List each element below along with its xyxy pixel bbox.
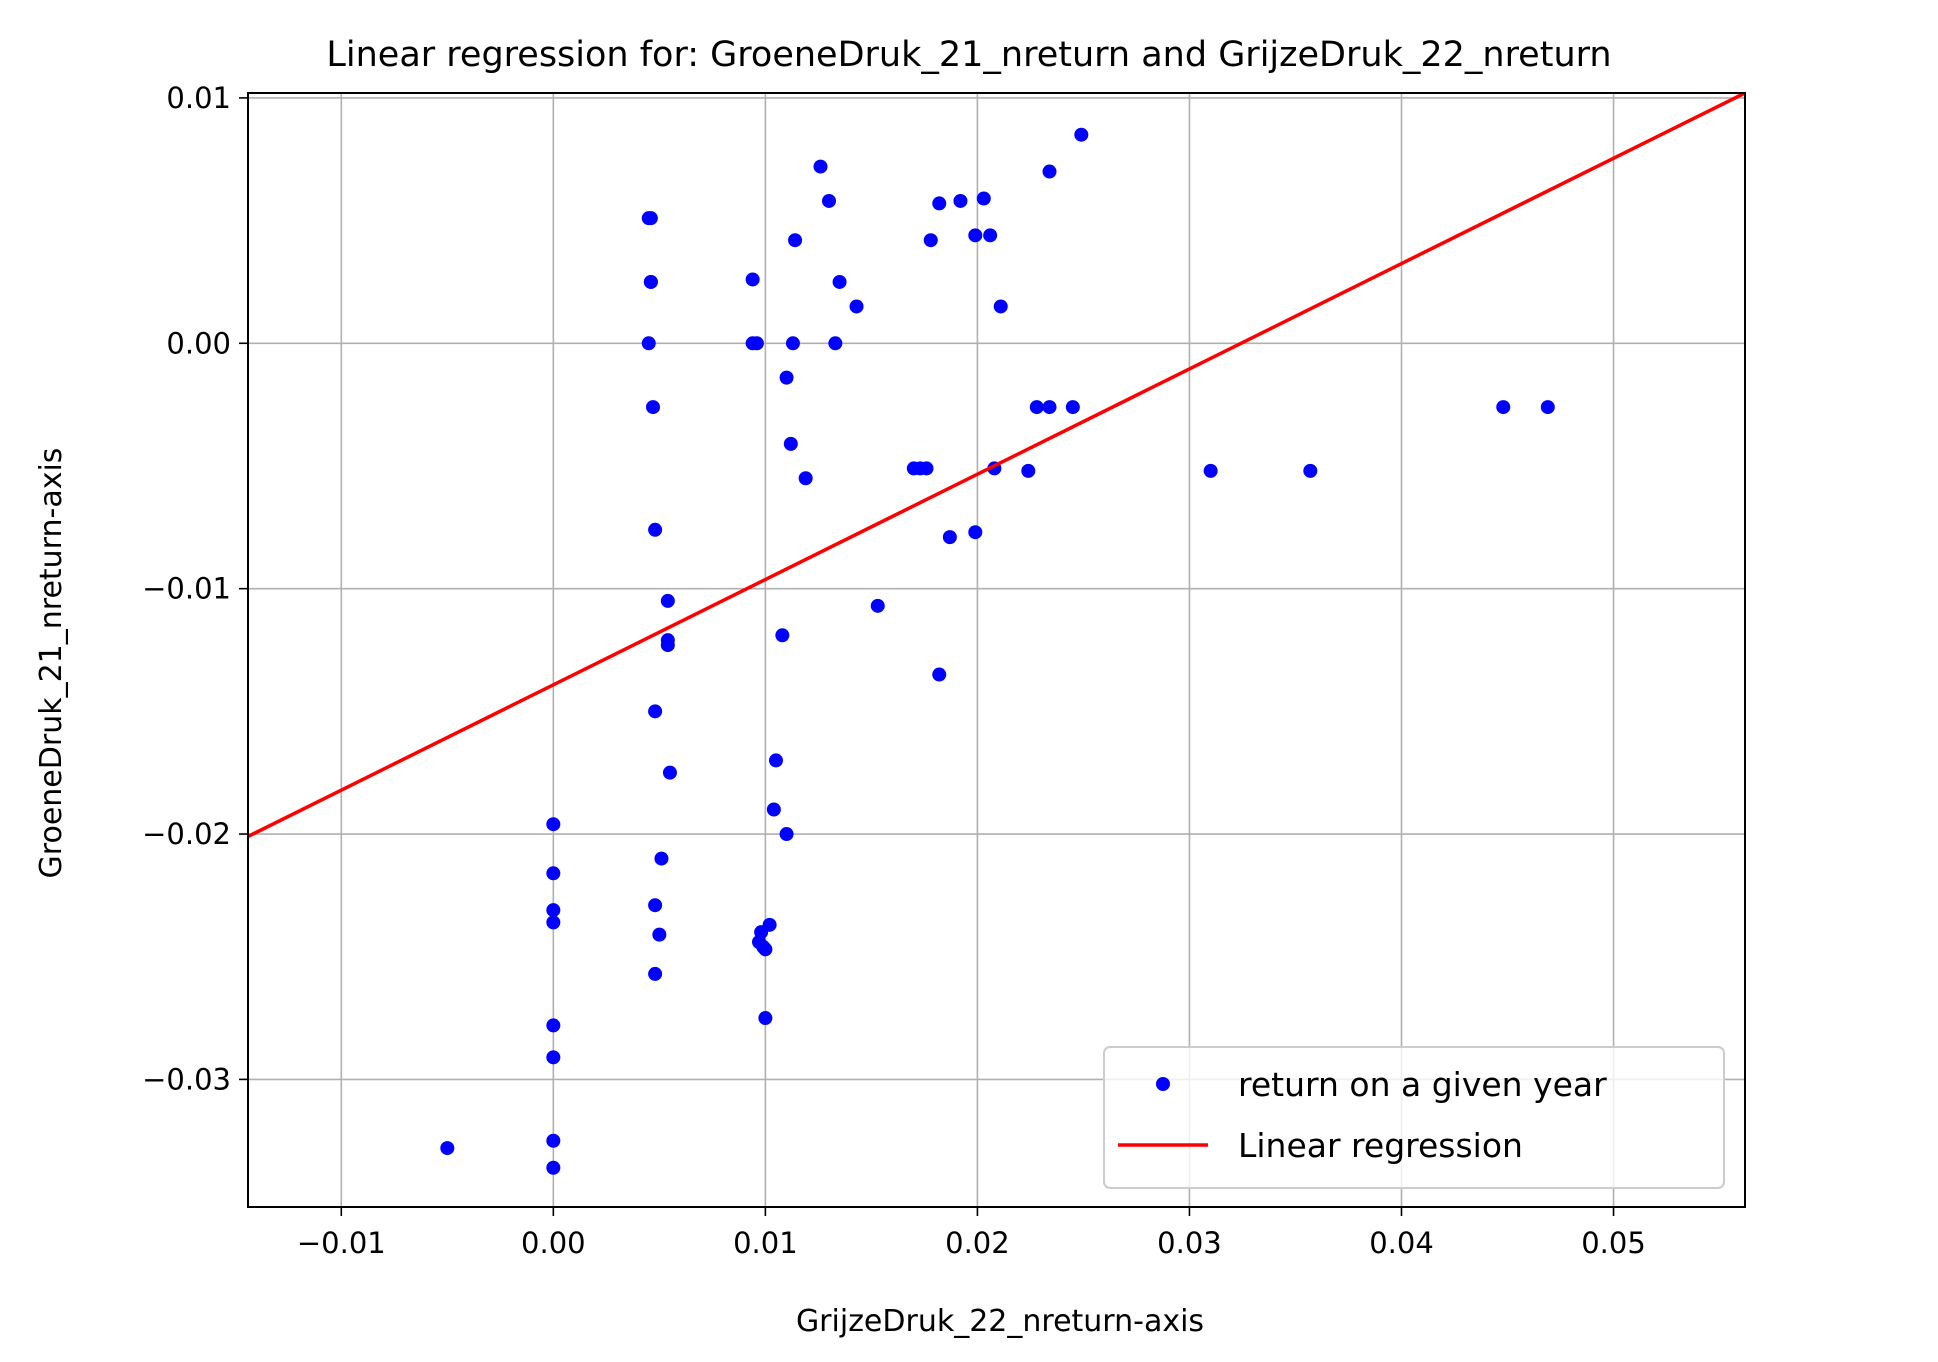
scatter-point <box>788 233 803 248</box>
scatter-point <box>983 228 998 243</box>
scatter-point <box>643 274 658 289</box>
scatter-point <box>648 898 663 913</box>
scatter-point <box>660 638 675 653</box>
scatter-point <box>660 593 675 608</box>
scatter-points <box>440 127 1555 1175</box>
scatter-point <box>546 1050 561 1065</box>
scatter-point <box>546 903 561 918</box>
scatter-point <box>1303 463 1318 478</box>
scatter-point <box>1074 127 1089 142</box>
scatter-point <box>813 159 828 174</box>
scatter-point <box>648 966 663 981</box>
plot-area <box>248 93 1745 1175</box>
scatter-point <box>652 927 667 942</box>
scatter-point <box>775 628 790 643</box>
scatter-point <box>932 196 947 211</box>
x-axis-label: GrijzeDruk_22_nreturn-axis <box>796 1304 1204 1339</box>
scatter-point <box>546 817 561 832</box>
y-axis-label: GroeneDruk_21_nreturn-axis <box>34 448 69 879</box>
scatter-point <box>662 765 677 780</box>
scatter-point <box>993 299 1008 314</box>
x-axis-ticks: −0.01 0.00 0.01 0.02 0.03 0.04 0.05 <box>297 1207 1646 1260</box>
x-tick-label: 0.01 <box>733 1226 798 1260</box>
scatter-point <box>641 336 656 351</box>
scatter-point <box>798 471 813 486</box>
scatter-point <box>785 336 800 351</box>
scatter-point <box>832 274 847 289</box>
legend-box <box>1103 1046 1725 1189</box>
scatter-point <box>648 522 663 537</box>
x-tick-label: 0.02 <box>945 1226 1010 1260</box>
scatter-point <box>768 753 783 768</box>
y-tick-label: 0.01 <box>166 81 231 115</box>
scatter-point <box>654 851 669 866</box>
scatter-point <box>440 1141 455 1156</box>
x-tick-label: −0.01 <box>297 1226 386 1260</box>
scatter-point <box>968 525 983 540</box>
scatter-point <box>923 233 938 248</box>
scatter-point <box>1065 400 1080 415</box>
regression-line <box>248 93 1745 839</box>
scatter-point <box>976 191 991 206</box>
y-tick-label: −0.02 <box>142 817 231 851</box>
scatter-point <box>919 461 934 476</box>
x-tick-label: 0.04 <box>1369 1226 1434 1260</box>
x-tick-label: 0.00 <box>521 1226 586 1260</box>
scatter-point <box>1203 463 1218 478</box>
legend-label-line: Linear regression <box>1238 1126 1523 1165</box>
scatter-point <box>783 436 798 451</box>
scatter-point <box>849 299 864 314</box>
chart-title: Linear regression for: GroeneDruk_21_nre… <box>326 35 1611 75</box>
x-tick-label: 0.05 <box>1581 1226 1646 1260</box>
scatter-point <box>758 1011 773 1026</box>
scatter-point <box>1042 164 1057 179</box>
scatter-point <box>779 827 794 842</box>
scatter-point <box>745 272 760 287</box>
scatter-point <box>932 667 947 682</box>
scatter-point <box>766 802 781 817</box>
y-tick-label: −0.01 <box>142 572 231 606</box>
scatter-point <box>779 370 794 385</box>
scatter-point <box>870 598 885 613</box>
y-tick-label: 0.00 <box>166 326 231 360</box>
y-axis-ticks: −0.03 −0.02 −0.01 0.00 0.01 <box>142 81 248 1096</box>
scatter-point <box>942 530 957 545</box>
legend: return on a given year Linear regression <box>1103 1046 1725 1189</box>
scatter-point <box>648 704 663 719</box>
scatter-point <box>828 336 843 351</box>
scatter-point <box>546 1160 561 1175</box>
axes-frame <box>247 92 1746 1208</box>
regression-line-group <box>248 93 1745 839</box>
scatter-point <box>953 193 968 208</box>
scatter-point <box>546 915 561 930</box>
scatter-point <box>643 211 658 226</box>
scatter-point <box>758 942 773 957</box>
scatter-point <box>1540 400 1555 415</box>
scatter-point <box>546 1133 561 1148</box>
grid <box>248 93 1745 1207</box>
legend-marker-scatter <box>1156 1077 1170 1091</box>
scatter-point <box>1042 400 1057 415</box>
scatter-point <box>821 193 836 208</box>
scatter-point <box>1496 400 1511 415</box>
scatter-point <box>546 1018 561 1033</box>
scatter-point <box>645 400 660 415</box>
x-tick-label: 0.03 <box>1157 1226 1222 1260</box>
scatter-point <box>1029 400 1044 415</box>
scatter-point <box>546 866 561 881</box>
legend-label-scatter: return on a given year <box>1238 1065 1607 1104</box>
y-tick-label: −0.03 <box>142 1062 231 1096</box>
scatter-point <box>749 336 764 351</box>
scatter-point <box>968 228 983 243</box>
scatter-point <box>1021 463 1036 478</box>
